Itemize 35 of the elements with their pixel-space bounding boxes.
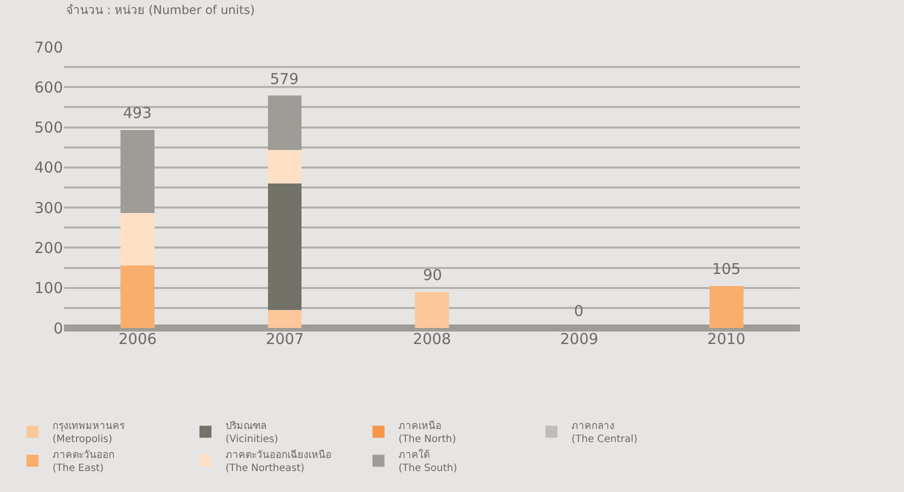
bar <box>268 96 302 150</box>
y-tick-label: 300 <box>34 198 63 217</box>
bar <box>120 265 155 328</box>
legend-label: ภาคเหนือ (The North) <box>398 420 456 446</box>
text: 0 <box>574 302 584 320</box>
x-tick-label: 2007 <box>266 330 304 348</box>
y-tick-label: 700 <box>34 38 63 56</box>
y-tick-label: 200 <box>34 238 63 257</box>
bar <box>268 310 302 328</box>
legend-label: กรุงเทพมหานคร (Metropolis) <box>52 421 126 446</box>
y-tick-label: 0 <box>53 319 63 338</box>
legend-label: ภาคกลาง (The Central) <box>571 421 638 446</box>
x-tick-label: 2006 <box>118 330 157 348</box>
total-label: 579 <box>270 70 299 88</box>
bar <box>268 150 302 184</box>
y-tick-label: 500 <box>34 118 63 137</box>
bar <box>268 183 302 310</box>
x-tick-label: 2010 <box>707 330 746 348</box>
total-label: 105 <box>712 260 741 278</box>
y-tick-label: 400 <box>34 158 63 177</box>
y-axis-title: จำนวน : หน่วย (Number of units) <box>66 3 255 17</box>
x-tick-label: 2009 <box>560 330 598 348</box>
legend-label: ภาคใต้ (The South) <box>398 449 458 474</box>
bar <box>415 292 449 328</box>
bar <box>120 213 155 266</box>
total-label: 493 <box>123 104 152 122</box>
x-tick-label: 2008 <box>412 330 452 348</box>
bar <box>120 130 155 214</box>
total-label: 90 <box>423 266 442 284</box>
legend-label: ปริมณฑล (Vicinities) <box>225 421 278 446</box>
y-tick-label: 100 <box>34 279 63 298</box>
legend-label: ภาคตะวันออกเฉียงเหนือ (The Northeast) <box>225 449 332 474</box>
y-tick-label: 600 <box>34 78 63 96</box>
legend-label: ภาคตะวันออก (The East) <box>52 450 114 474</box>
bar <box>709 286 744 328</box>
